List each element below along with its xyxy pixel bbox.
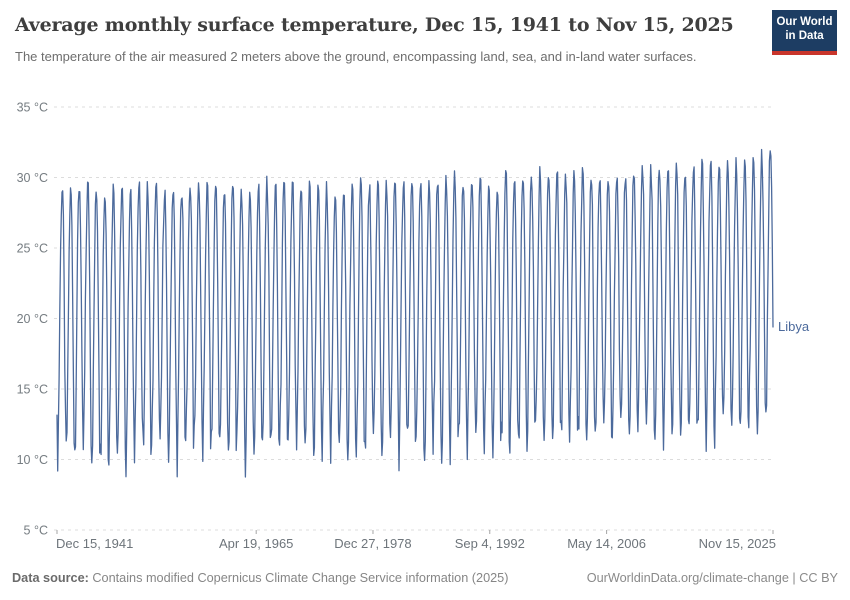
line-chart-plot[interactable]: 5 °C 10 °C 15 °C 20 °C 25 °C 30 °C 35 °C Dec 15…	[0, 90, 850, 560]
data-source: Data source: Contains modified Copernicu…	[12, 571, 508, 585]
y-axis-label: 5 °C	[24, 524, 48, 538]
data-source-label: Data source:	[12, 571, 89, 585]
owid-logo[interactable]: Our World in Data	[772, 10, 837, 55]
chart-title: Average monthly surface temperature, Dec…	[15, 14, 734, 36]
x-axis-label: Dec 27, 1978	[334, 536, 411, 551]
owid-license-link[interactable]: OurWorldinData.org/climate-change | CC B…	[586, 571, 838, 585]
owid-logo-line1: Our World	[776, 16, 833, 28]
x-axis-label: Apr 19, 1965	[219, 536, 293, 551]
x-axis-label: Nov 15, 2025	[699, 536, 776, 551]
chart-footer: Data source: Contains modified Copernicu…	[0, 569, 850, 593]
series-label-libya[interactable]: Libya	[778, 319, 810, 334]
y-axis-label: 30 °C	[17, 171, 48, 185]
chart-subtitle: The temperature of the air measured 2 me…	[15, 49, 697, 64]
temperature-line-libya[interactable]	[56, 148, 774, 478]
y-axis-label: 20 °C	[17, 312, 48, 326]
y-axis-label: 35 °C	[17, 101, 48, 115]
x-axis-label: Dec 15, 1941	[56, 536, 133, 551]
y-axis-label: 15 °C	[17, 383, 48, 397]
y-axis-label: 25 °C	[17, 242, 48, 256]
x-axis-label: May 14, 2006	[567, 536, 646, 551]
data-source-text: Contains modified Copernicus Climate Cha…	[88, 571, 509, 585]
y-axis-label: 10 °C	[17, 453, 48, 467]
x-axis-label: Sep 4, 1992	[455, 536, 525, 551]
owid-logo-line2: in Data	[785, 30, 824, 42]
